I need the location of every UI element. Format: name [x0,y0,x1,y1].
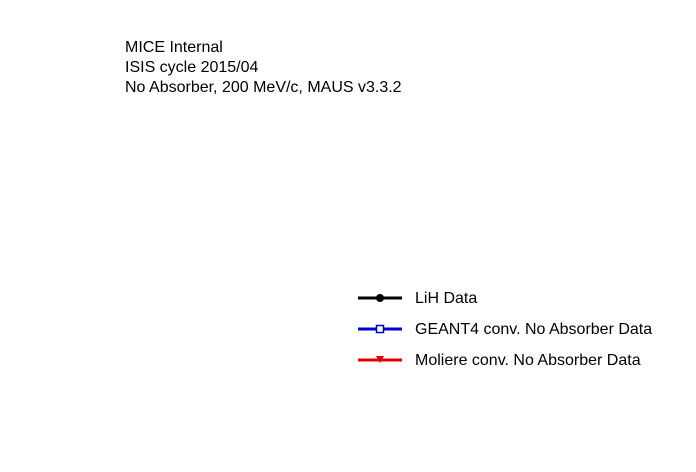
annotation-mice-internal: MICE Internal [125,39,223,56]
legend-entry-geant4: GEANT4 conv. No Absorber Data [356,318,692,349]
legend-point-lih [376,294,384,302]
legend-label-moliere: Moliere conv. No Absorber Data [415,352,641,369]
annotation-run-conditions: No Absorber, 200 MeV/c, MAUS v3.3.2 [125,79,402,96]
legend-point-moliere [376,356,384,363]
legend-marker-moliere [358,356,402,363]
legend-entry-moliere: Moliere conv. No Absorber Data [356,349,692,380]
legend-point-geant4 [375,324,385,334]
legend-entry-lih: LiH Data [356,287,692,318]
annotation-isis-cycle: ISIS cycle 2015/04 [125,59,259,76]
legend-label-geant4: GEANT4 conv. No Absorber Data [415,321,653,338]
legend-marker-lih [358,294,402,302]
legend-marker-geant4 [358,324,402,334]
legend: LiH Data GEANT4 conv. No Absorber Data M… [356,287,692,380]
plot-annotation: MICE Internal ISIS cycle 2015/04 No Abso… [125,38,402,98]
legend-label-lih: LiH Data [415,290,478,307]
